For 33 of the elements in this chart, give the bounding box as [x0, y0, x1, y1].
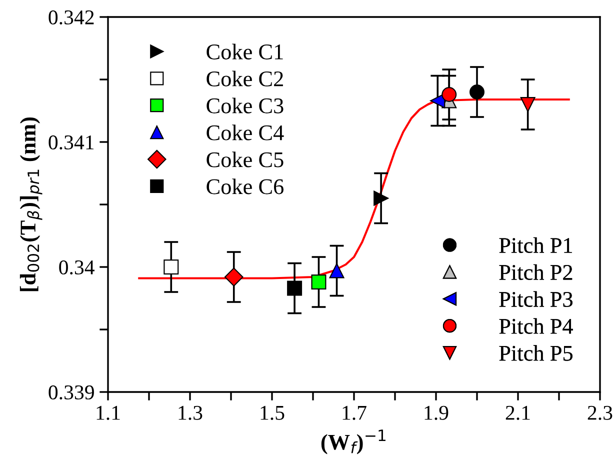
- legend-label: Pitch P3: [499, 291, 572, 307]
- point: [164, 260, 179, 274]
- legend-label: Coke C5: [206, 152, 284, 168]
- x-tick-label: 1.5: [260, 406, 284, 420]
- point: [311, 274, 326, 290]
- point: [442, 87, 457, 102]
- point: [329, 263, 344, 278]
- y-tick-label: 0.339: [48, 385, 94, 400]
- legend-label: Pitch P2: [499, 264, 572, 280]
- legend-label: Coke C3: [206, 98, 284, 114]
- legend-label: Coke C6: [206, 178, 284, 194]
- x-tick-label: 1.3: [178, 406, 202, 420]
- x-tick-label: 1.1: [96, 406, 120, 420]
- x-tick-label: 1.7: [342, 406, 366, 420]
- point: [287, 280, 302, 296]
- point: [470, 84, 484, 100]
- point: [224, 268, 244, 286]
- legend-label: Pitch P4: [499, 318, 573, 334]
- legend-label: Coke C1: [206, 44, 283, 60]
- point: [520, 97, 536, 112]
- legend-label: Pitch P5: [499, 345, 572, 361]
- y-tick-label: 0.34: [59, 260, 94, 275]
- legend-label: Pitch P1: [499, 237, 572, 253]
- x-axis-title: (W$_{f}$)$^{−1}$: [321, 430, 386, 454]
- x-tick-label: 1.9: [424, 406, 448, 420]
- legend-label: Coke C4: [206, 124, 284, 140]
- x-tick-label: 2.3: [588, 406, 612, 420]
- y-axis-title: [d$_{002}$(T$_{β}$)]$_{pr1}$ (nm): [20, 117, 42, 292]
- x-tick-label: 2.1: [506, 406, 530, 420]
- y-tick-label: 0.342: [48, 10, 94, 25]
- point: [374, 190, 389, 206]
- y-tick-label: 0.341: [48, 135, 94, 150]
- legend-label: Coke C2: [206, 70, 283, 86]
